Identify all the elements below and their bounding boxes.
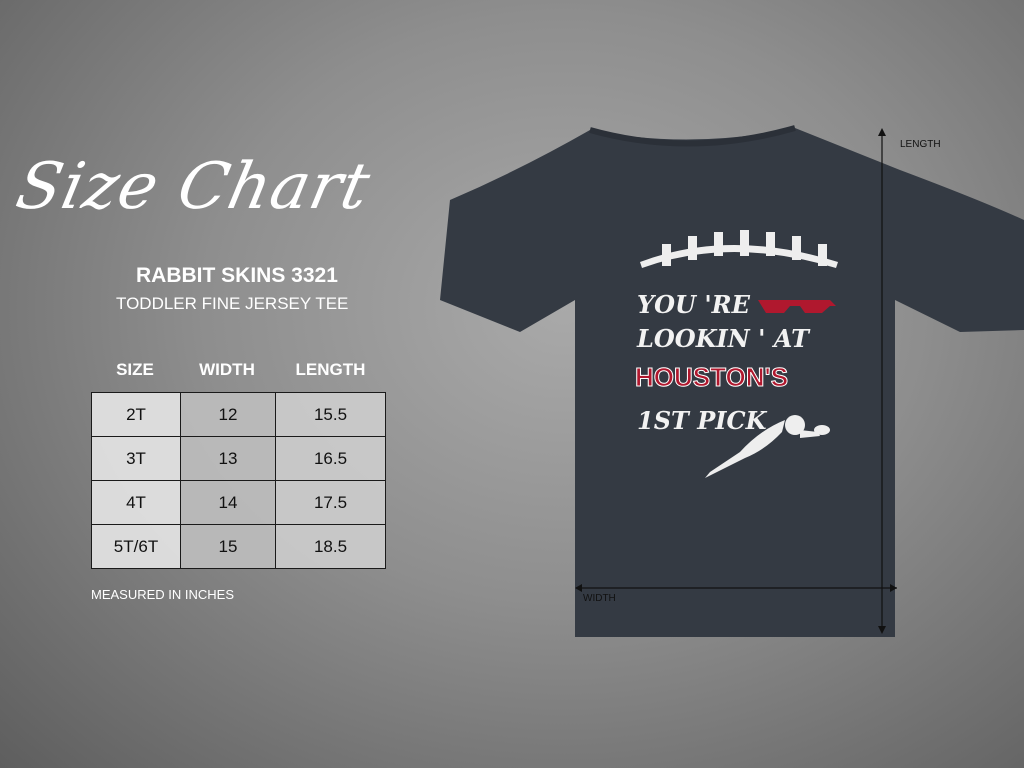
length-cell: 18.5 (275, 524, 386, 569)
size-cell: 5T/6T (91, 524, 181, 569)
table-row: 4T 14 17.5 (91, 480, 386, 525)
header-length: LENGTH (295, 360, 366, 379)
table-row: 3T 13 16.5 (91, 436, 386, 481)
football-laces-icon (640, 230, 838, 268)
tshirt-collar (589, 125, 796, 147)
length-cell: 16.5 (275, 436, 386, 481)
pixel-sunglasses-icon (758, 300, 836, 313)
size-cell: 4T (91, 480, 181, 525)
diving-football-player-icon (705, 415, 830, 478)
size-table: 2T 12 15.5 3T 13 16.5 4T 14 17.5 5T/6T 15 18.5 (91, 392, 386, 569)
shirt-line-1: YOU 'RE (637, 290, 750, 319)
length-label: LENGTH (900, 139, 941, 150)
header-size: SIZE (116, 360, 154, 379)
shirt-line-3: HOUSTON'S (634, 362, 789, 393)
shirt-line-4: 1ST PICK (637, 406, 767, 435)
width-cell: 14 (180, 480, 276, 525)
width-cell: 12 (180, 392, 276, 437)
width-cell: 15 (180, 524, 276, 569)
shirt-line-2: LOOKIN ' AT (637, 324, 809, 353)
table-row: 2T 12 15.5 (91, 392, 386, 437)
table-row: 5T/6T 15 18.5 (91, 524, 386, 569)
header-width: WIDTH (199, 360, 255, 379)
product-name: TODDLER FINE JERSEY TEE (116, 294, 349, 313)
width-label: WIDTH (583, 593, 616, 604)
product-brand: RABBIT SKINS 3321 (136, 264, 338, 287)
width-cell: 13 (180, 436, 276, 481)
tshirt-body (440, 128, 1024, 637)
measurement-note: MEASURED IN INCHES (91, 587, 235, 602)
size-cell: 2T (91, 392, 181, 437)
